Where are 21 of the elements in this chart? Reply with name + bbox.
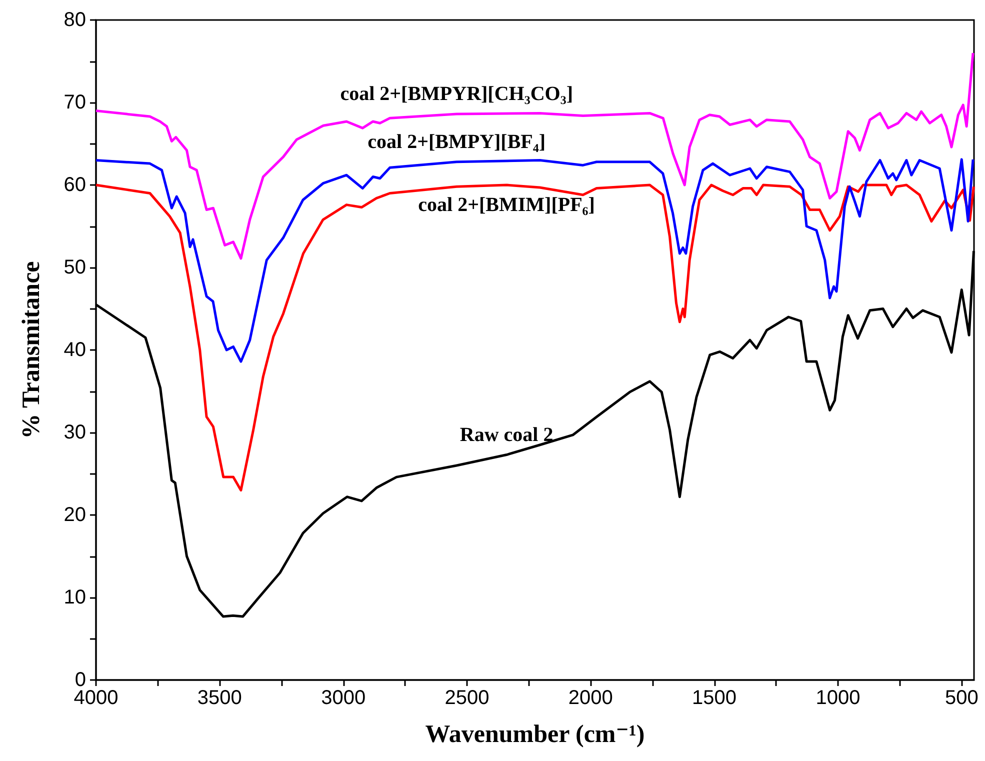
x-tick-label: 2000: [568, 687, 613, 709]
series-label: coal 2+[BMPYR][CH₃CO₃]: [340, 83, 573, 106]
x-tick-label: 500: [944, 687, 978, 709]
y-tick-label: 20: [64, 504, 86, 526]
x-tick-label: 3500: [197, 687, 242, 709]
series-label: coal 2+[BMPY][BF₄]: [368, 130, 546, 153]
y-axis-title: % Transmitance: [18, 261, 45, 439]
series-label: Raw coal 2: [460, 424, 554, 446]
y-tick-label: 40: [64, 339, 86, 361]
y-tick-label: 30: [64, 422, 86, 444]
y-tick-label: 10: [64, 586, 86, 608]
series-label: coal 2+[BMIM][PF₆]: [418, 194, 595, 216]
y-tick-label: 60: [64, 174, 86, 196]
x-tick-label: 2500: [444, 687, 490, 709]
y-tick-label: 70: [64, 92, 86, 114]
x-tick-label: 1000: [816, 687, 860, 709]
x-axis-title: Wavenumber (cm⁻¹): [425, 721, 645, 748]
y-tick-label: 80: [64, 9, 86, 31]
x-tick-label: 1500: [692, 687, 737, 709]
y-tick-label: 50: [64, 256, 86, 278]
x-tick-label: 3000: [321, 687, 366, 709]
